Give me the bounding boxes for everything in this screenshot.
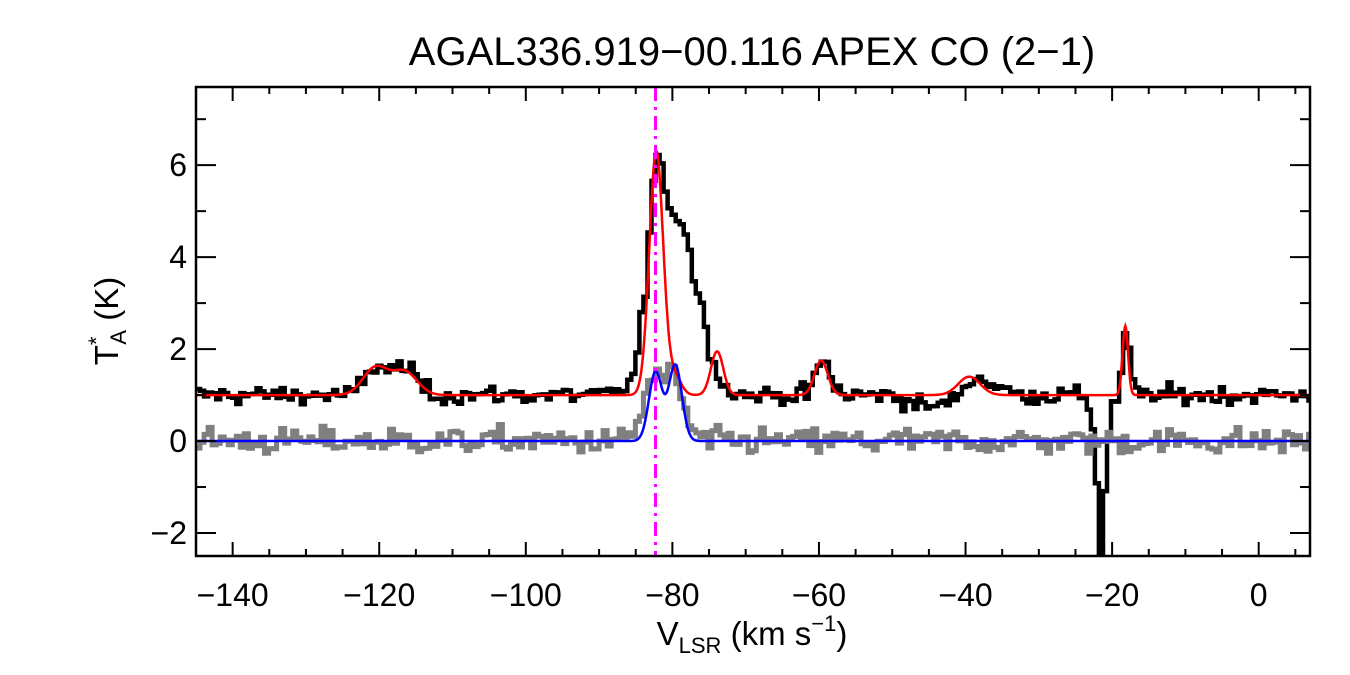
plot-frame: [194, 85, 1312, 558]
x-tick-label: −120: [343, 577, 415, 613]
x-tick-label: −40: [938, 577, 992, 613]
spectrum-series-0: [196, 152, 1310, 556]
y-axis-label: T*A (K): [84, 277, 131, 366]
y-tick-label: 6: [169, 147, 187, 183]
x-tick-label: 0: [1250, 577, 1268, 613]
y-tick-label: −2: [151, 515, 187, 551]
series-group: [196, 87, 1310, 556]
x-tick-label: −140: [197, 577, 269, 613]
x-tick-label: −20: [1085, 577, 1139, 613]
axis-ticks: [195, 87, 1310, 556]
fit-series-2: [196, 148, 1310, 397]
x-tick-label: −80: [645, 577, 699, 613]
fit-series-3: [196, 362, 1310, 443]
y-tick-label: 2: [169, 331, 187, 367]
x-tick-label: −100: [490, 577, 562, 613]
x-axis-label: VLSR (km s−1): [657, 611, 848, 658]
x-tick-label: −60: [792, 577, 846, 613]
y-tick-label: 0: [169, 423, 187, 459]
chart-title: AGAL336.919−00.116 APEX CO (2−1): [409, 30, 1095, 74]
y-tick-label: 4: [169, 239, 187, 275]
spectrum-series-1: [196, 361, 1310, 456]
